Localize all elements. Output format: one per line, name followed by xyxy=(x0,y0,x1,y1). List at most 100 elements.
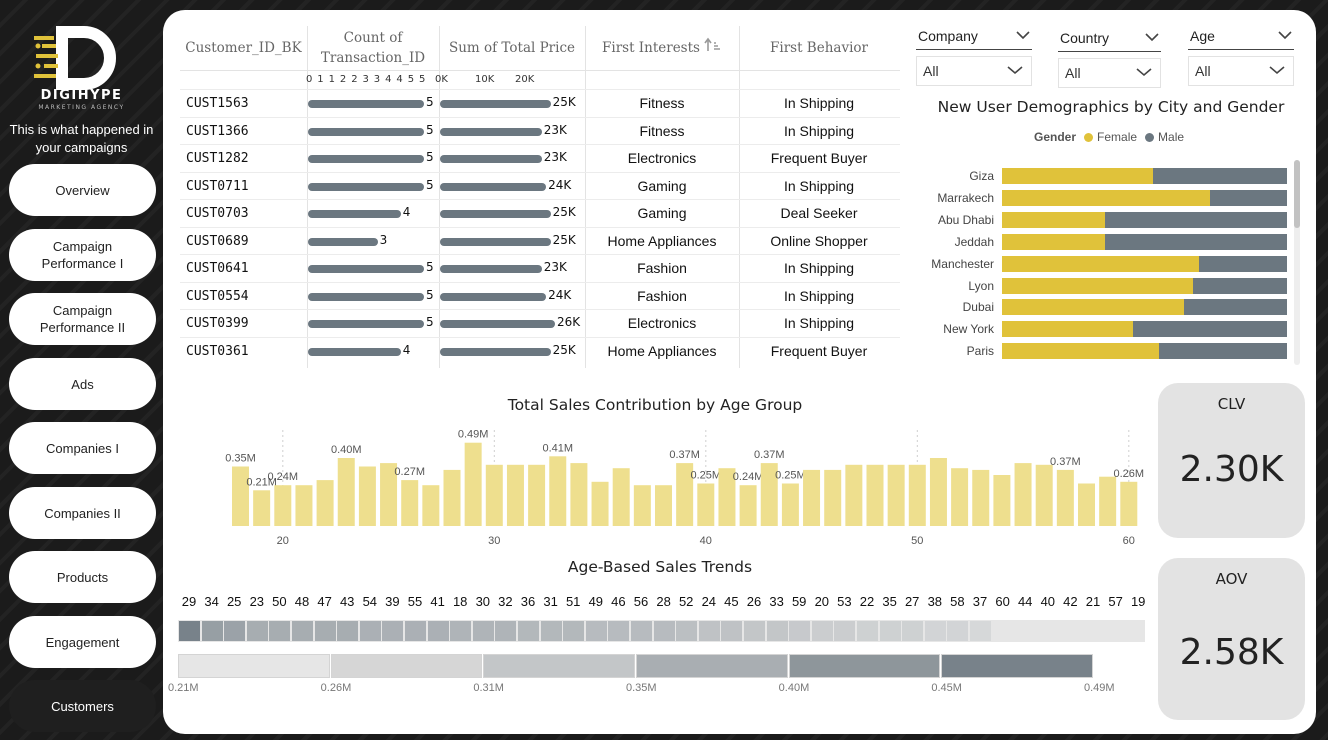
male-segment[interactable] xyxy=(1184,299,1287,316)
heatmap-cell[interactable] xyxy=(518,621,539,641)
age-bar[interactable] xyxy=(1035,464,1053,526)
heatmap-cell[interactable] xyxy=(834,621,856,641)
age-bar[interactable] xyxy=(1099,476,1117,526)
heatmap-cell[interactable] xyxy=(698,621,720,641)
male-segment[interactable] xyxy=(1198,255,1287,272)
nav-ads[interactable]: Ads xyxy=(9,358,156,410)
age-bar[interactable] xyxy=(739,485,757,526)
heatmap-cell[interactable] xyxy=(631,621,652,641)
female-segment[interactable] xyxy=(1002,211,1105,228)
header-transaction-count[interactable]: Count of Transaction_ID xyxy=(320,30,426,66)
age-bar[interactable] xyxy=(253,490,271,526)
table-row[interactable]: CUST0711 5 24K Gaming In Shipping xyxy=(180,171,900,200)
table-row[interactable]: CUST0703 4 25K Gaming Deal Seeker xyxy=(180,199,900,227)
age-bar[interactable] xyxy=(993,475,1011,526)
table-row[interactable]: CUST0641 5 23K Fashion In Shipping xyxy=(180,254,900,282)
age-bar[interactable] xyxy=(697,483,715,527)
nav-overview[interactable]: Overview xyxy=(9,164,156,216)
female-segment[interactable] xyxy=(1002,321,1134,338)
age-bar[interactable] xyxy=(824,469,842,526)
age-bar[interactable] xyxy=(866,464,884,526)
heatmap-cell[interactable] xyxy=(676,621,698,641)
age-bar[interactable] xyxy=(485,464,503,526)
female-segment[interactable] xyxy=(1002,299,1185,316)
nav-products[interactable]: Products xyxy=(9,551,156,603)
filter-company-select[interactable]: All xyxy=(916,56,1032,86)
header-total-price[interactable]: Sum of Total Price xyxy=(448,40,576,56)
table-row[interactable]: CUST1563 5 25K Fitness In Shipping xyxy=(180,89,900,117)
demographics-scrollbar[interactable] xyxy=(1294,160,1300,365)
filter-age[interactable]: Age All xyxy=(1188,28,1294,86)
female-segment[interactable] xyxy=(1002,255,1199,272)
heatmap-cell[interactable] xyxy=(269,621,291,641)
heatmap-cell[interactable] xyxy=(789,621,811,641)
age-bar[interactable] xyxy=(887,464,905,526)
female-segment[interactable] xyxy=(1002,343,1159,360)
heatmap-cell[interactable] xyxy=(947,621,969,641)
heatmap-cell[interactable] xyxy=(970,621,991,641)
age-bar[interactable] xyxy=(358,466,376,527)
city-gender-bar[interactable] xyxy=(1002,168,1287,184)
nav-companies-1[interactable]: Companies I xyxy=(9,422,156,474)
table-row[interactable]: CUST0554 5 24K Fashion In Shipping xyxy=(180,281,900,310)
age-bar[interactable] xyxy=(951,468,969,526)
age-bar[interactable] xyxy=(1056,469,1074,526)
age-bar[interactable] xyxy=(295,485,313,526)
heatmap-cell[interactable] xyxy=(540,621,562,641)
age-bar[interactable] xyxy=(274,485,292,526)
city-gender-bar[interactable] xyxy=(1002,233,1287,250)
city-gender-bar[interactable] xyxy=(1002,321,1287,338)
age-bar[interactable] xyxy=(612,468,630,526)
heatmap-cell[interactable] xyxy=(405,621,426,641)
age-bar[interactable] xyxy=(655,485,672,526)
scrollbar-thumb[interactable] xyxy=(1294,160,1300,228)
city-gender-bar[interactable] xyxy=(1002,189,1287,206)
female-segment[interactable] xyxy=(1002,233,1105,250)
table-row[interactable]: CUST0399 5 26K Electronics In Shipping xyxy=(180,309,900,337)
male-segment[interactable] xyxy=(1210,189,1287,206)
nav-customers[interactable]: Customers xyxy=(9,680,156,732)
table-row[interactable]: CUST0689 3 25K Home Appliances Online Shoppe… xyxy=(180,226,900,255)
nav-campaign-performance-1[interactable]: Campaign Performance I xyxy=(9,229,156,281)
male-segment[interactable] xyxy=(1104,211,1287,228)
heatmap-cell[interactable] xyxy=(450,621,472,641)
age-bar[interactable] xyxy=(401,480,419,526)
age-bar[interactable] xyxy=(528,464,546,526)
age-bar[interactable] xyxy=(232,466,249,527)
nav-campaign-performance-2[interactable]: Campaign Performance II xyxy=(9,293,156,345)
heatmap-cell[interactable] xyxy=(608,621,630,641)
heatmap-cell[interactable] xyxy=(653,621,675,641)
heatmap-cell[interactable] xyxy=(359,621,381,641)
heatmap-cell[interactable] xyxy=(246,621,268,641)
age-bar[interactable] xyxy=(1078,483,1095,527)
filter-age-select[interactable]: All xyxy=(1188,56,1294,86)
city-gender-bar[interactable] xyxy=(1002,211,1287,228)
age-bar[interactable] xyxy=(1120,481,1138,526)
heatmap-cell[interactable] xyxy=(563,621,585,641)
table-row[interactable]: CUST1282 5 23K Electronics Frequent Buyer xyxy=(180,144,900,172)
city-gender-bar[interactable] xyxy=(1002,255,1287,272)
male-segment[interactable] xyxy=(1153,168,1287,184)
header-first-interests[interactable]: First Interests xyxy=(585,26,739,70)
age-bar[interactable] xyxy=(972,469,990,526)
male-segment[interactable] xyxy=(1133,321,1287,338)
heatmap-cell[interactable] xyxy=(857,621,878,641)
heatmap-cell[interactable] xyxy=(879,621,901,641)
female-segment[interactable] xyxy=(1002,277,1193,294)
age-bar[interactable] xyxy=(591,481,609,526)
heatmap-cell[interactable] xyxy=(201,621,223,641)
heatmap-cell[interactable] xyxy=(382,621,404,641)
table-row[interactable]: CUST0361 4 25K Home Appliances Frequent Buye… xyxy=(180,336,900,365)
heatmap-cell[interactable] xyxy=(902,621,924,641)
filter-country-select[interactable]: All xyxy=(1058,58,1161,88)
heatmap-cell[interactable] xyxy=(766,621,788,641)
header-first-behavior[interactable]: First Behavior xyxy=(770,40,868,56)
age-bar[interactable] xyxy=(422,485,440,526)
filter-country[interactable]: Country All xyxy=(1058,30,1161,88)
age-bar[interactable] xyxy=(380,463,398,526)
heatmap-cell[interactable] xyxy=(811,621,833,641)
city-gender-bar[interactable] xyxy=(1002,277,1287,294)
age-bar[interactable] xyxy=(760,463,778,526)
header-customer-id[interactable]: Customer_ID_BK xyxy=(185,40,302,56)
age-bar[interactable] xyxy=(633,485,651,526)
